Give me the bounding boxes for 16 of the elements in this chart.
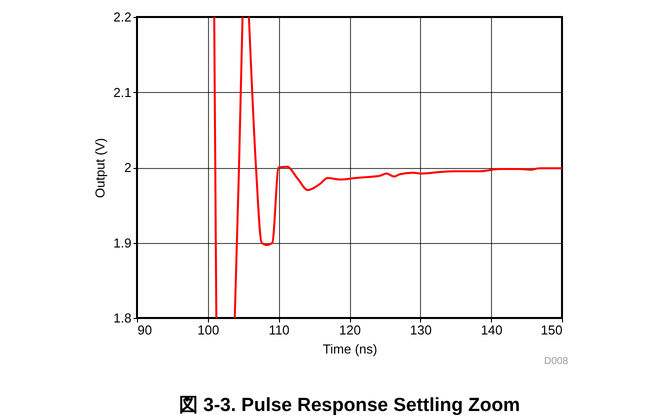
y-tick-label: 2.2 [113, 10, 132, 24]
text: 図 3-3. Pulse Response Settling Zoom [178, 395, 520, 416]
x-tick-label: 90 [138, 322, 152, 338]
y-tick-label: 1.8 [113, 310, 132, 326]
x-tick-label: 140 [480, 322, 503, 338]
x-tick-label: 100 [197, 322, 220, 338]
y-axis-title: Output (V) [92, 138, 108, 198]
y-tick-label: 1.9 [113, 235, 132, 250]
x-tick-label: 120 [339, 322, 361, 338]
y-tick-label: 2 [124, 160, 132, 175]
x-tick-label: 150 [540, 322, 562, 338]
x-tick-label: 130 [410, 322, 432, 338]
x-tick-label: 110 [268, 322, 290, 338]
x-axis-title: Time (ns) [322, 342, 378, 356]
text: D008 [544, 356, 568, 367]
y-tick-label: 2.1 [113, 84, 132, 100]
